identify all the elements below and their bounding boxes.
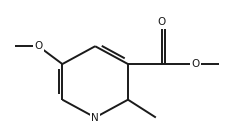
Text: O: O	[158, 18, 166, 27]
Text: O: O	[192, 59, 200, 69]
Text: O: O	[34, 41, 42, 51]
Text: N: N	[91, 112, 99, 123]
